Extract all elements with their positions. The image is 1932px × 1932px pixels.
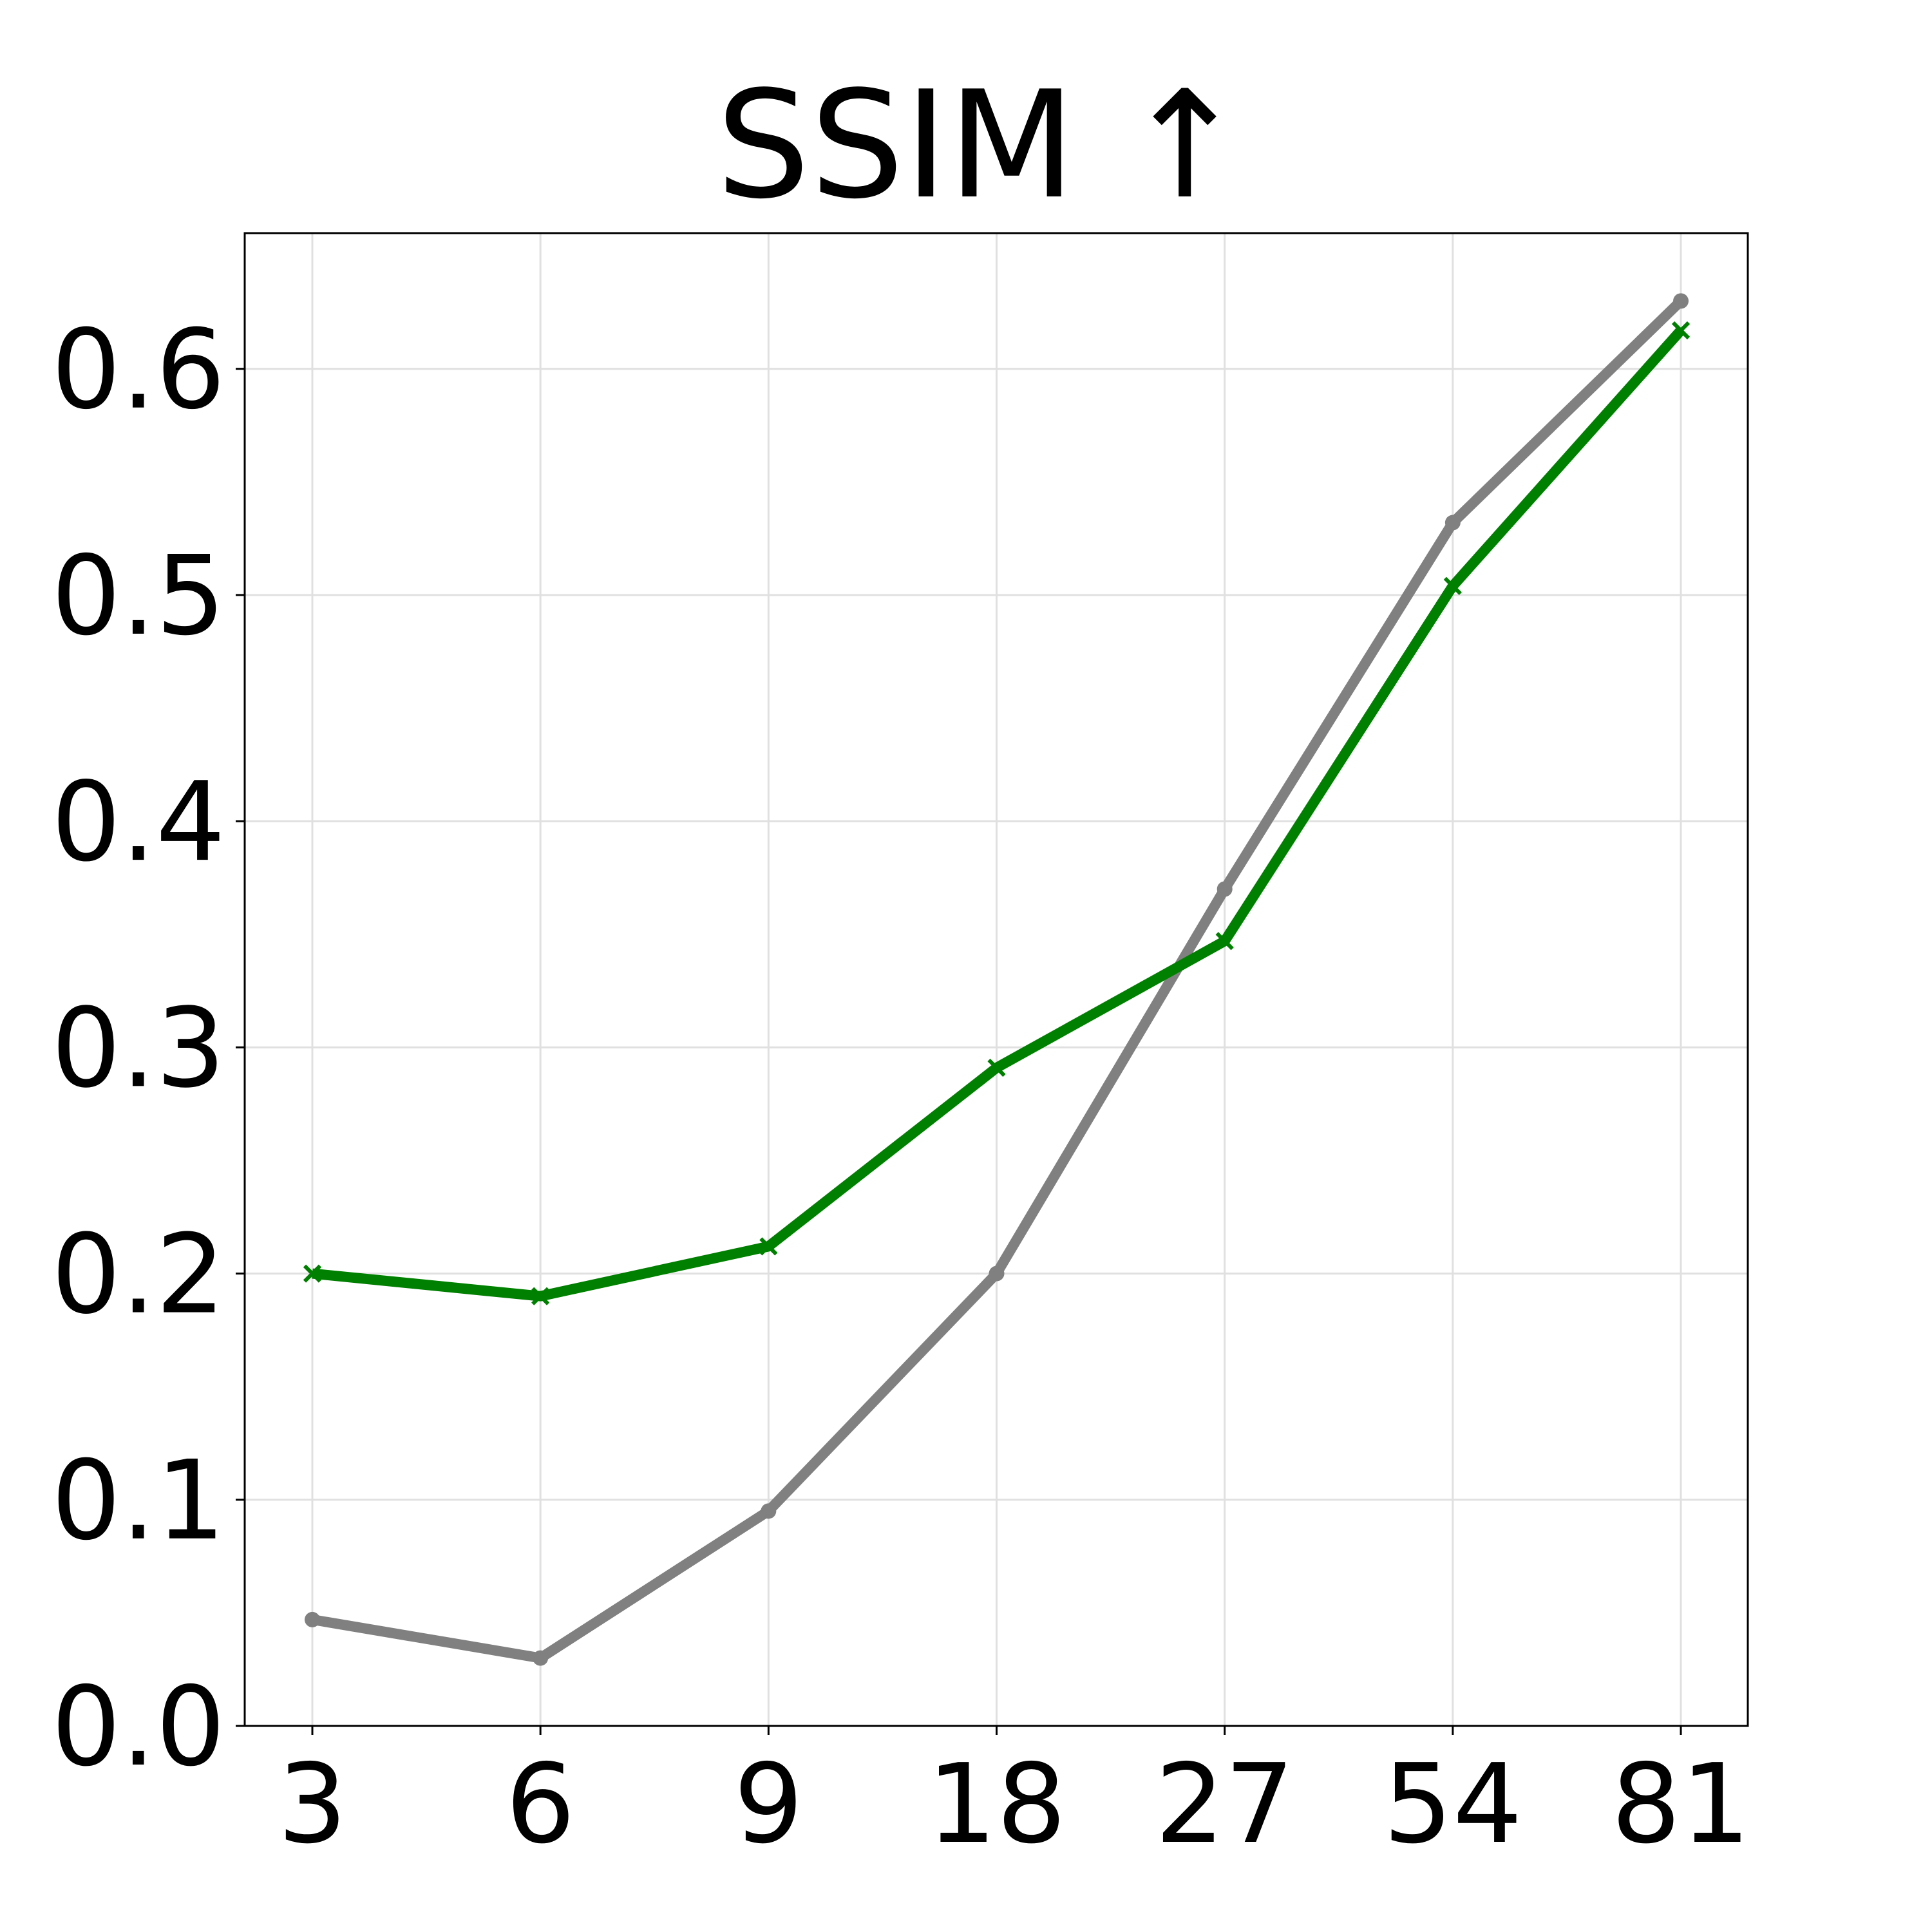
series-0-point [305, 1611, 320, 1627]
x-tick-label: 9 [734, 1741, 803, 1868]
y-tick-label: 0.3 [52, 985, 225, 1112]
y-tick-label: 0.6 [52, 307, 225, 434]
series-0-point [761, 1503, 777, 1519]
series-1-point [759, 1237, 778, 1256]
x-tick-label: 54 [1383, 1741, 1522, 1868]
x-tick-label: 6 [506, 1741, 575, 1868]
series-lines [303, 293, 1690, 1666]
grid-lines [245, 233, 1748, 1727]
series-1-point [987, 1058, 1006, 1077]
x-tick-label: 27 [1155, 1741, 1294, 1868]
axes: 0.0 0.1 0.2 0.3 0.4 0.5 0.6 3 6 9 18 27 54 81 [52, 307, 1751, 1868]
series-0-point [533, 1650, 549, 1666]
series-0-point [1217, 881, 1233, 897]
x-tick-label: 18 [927, 1741, 1066, 1868]
series-0-point [1673, 293, 1689, 309]
series-1-point [1215, 932, 1234, 951]
series-1-point [1671, 321, 1690, 340]
series-1-point [531, 1287, 550, 1305]
series-0-point [989, 1265, 1005, 1282]
series-0-point [1444, 515, 1461, 531]
y-tick-label: 0.1 [52, 1437, 225, 1565]
y-tick-label: 0.2 [52, 1211, 225, 1339]
x-tick-label: 3 [278, 1741, 347, 1868]
series-1-point [1443, 576, 1462, 596]
y-tick-label: 0.5 [52, 533, 225, 660]
y-tick-label: 0.0 [52, 1663, 225, 1791]
series-1-point [303, 1264, 322, 1283]
chart-title: SSIM ↑ [716, 60, 1247, 232]
x-tick-label: 81 [1611, 1741, 1750, 1868]
y-tick-label: 0.4 [52, 759, 225, 886]
